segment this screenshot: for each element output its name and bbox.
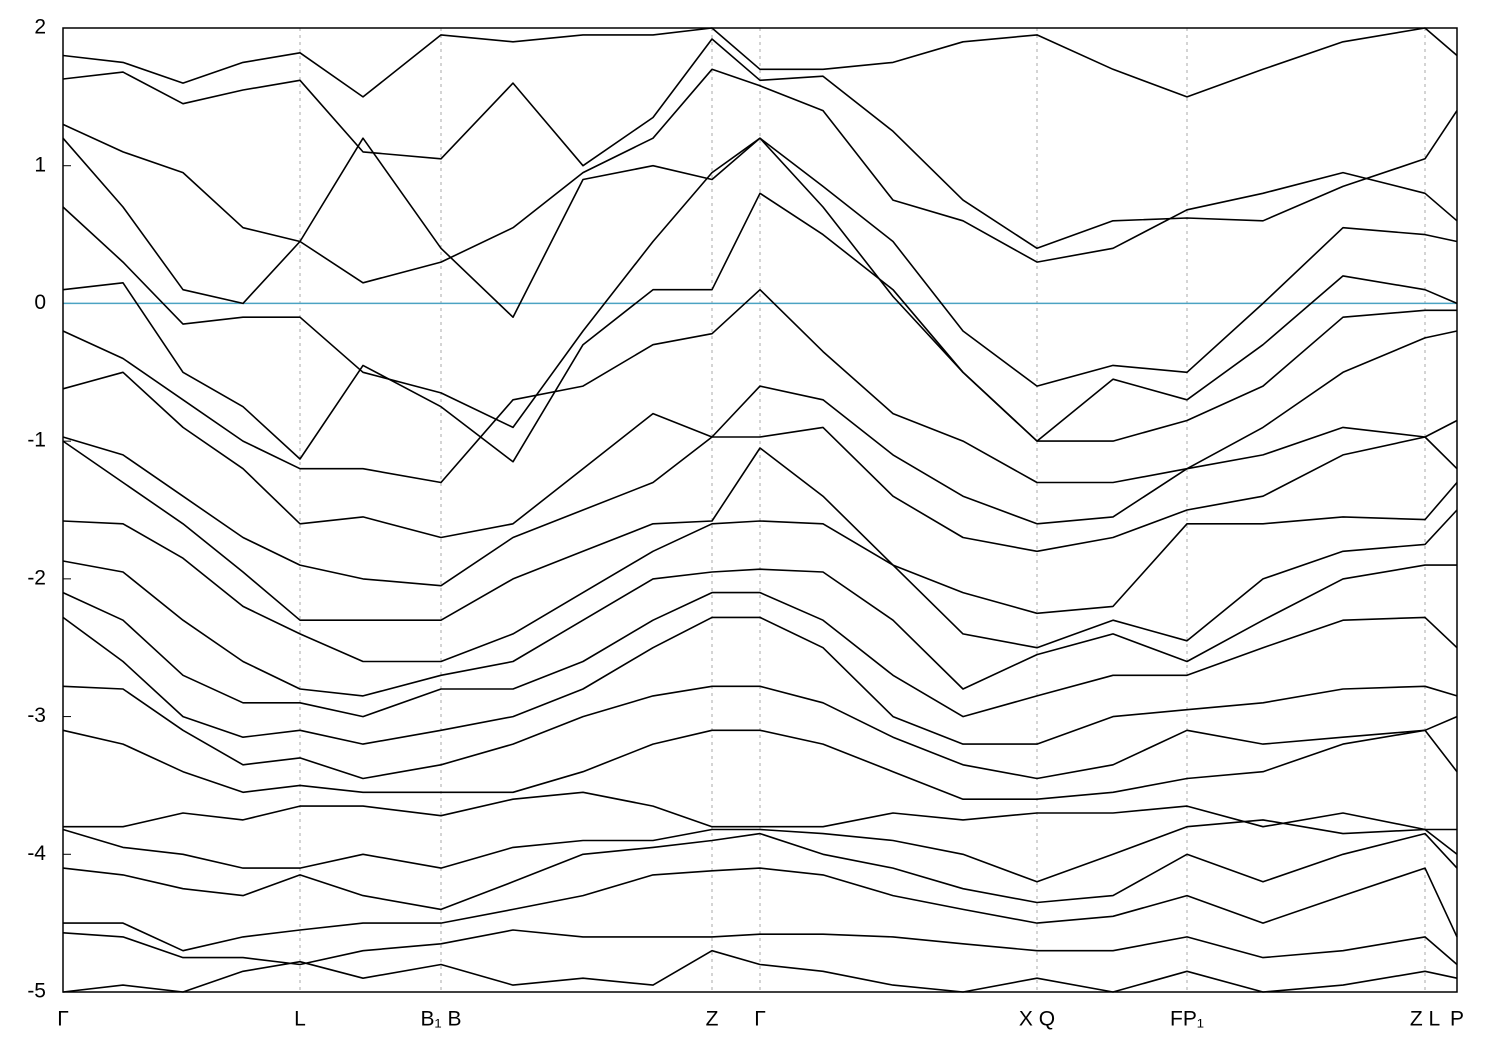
band-line bbox=[63, 867, 1458, 952]
x-tick-label: B₁ B bbox=[421, 1008, 462, 1031]
band-line bbox=[62, 929, 1458, 966]
labels: -5 -4 -3 -2 -1 0 1 2 Γ L B₁ B Z Γ X Q FP₁ Z L P bbox=[27, 16, 1464, 1031]
band-line bbox=[62, 426, 1458, 587]
x-tick-label: L bbox=[294, 1008, 306, 1031]
band-line bbox=[62, 819, 1458, 883]
plot-frame bbox=[62, 27, 1458, 993]
band-line bbox=[62, 288, 1458, 484]
y-tick-label: -3 bbox=[27, 704, 46, 727]
band-line bbox=[62, 560, 1457, 697]
y-tick-label: -4 bbox=[27, 842, 46, 865]
band-line bbox=[62, 616, 1458, 745]
y-tick-label: -5 bbox=[27, 980, 46, 1003]
band-line bbox=[62, 729, 1458, 800]
band-line bbox=[62, 509, 1458, 663]
band-line bbox=[62, 27, 1458, 98]
band-line bbox=[62, 371, 1458, 539]
y-tick-label: -2 bbox=[27, 566, 46, 589]
band-line bbox=[62, 591, 1458, 718]
band-line bbox=[62, 685, 1458, 780]
y-tick-label: 1 bbox=[34, 153, 46, 176]
x-tick-label: P bbox=[1450, 1008, 1464, 1031]
x-tick-label: Z bbox=[706, 1008, 719, 1031]
x-tick-label: Γ bbox=[57, 1008, 69, 1031]
band-line bbox=[62, 440, 1458, 621]
band-line bbox=[62, 137, 1458, 387]
y-tick-label: -1 bbox=[27, 429, 46, 452]
x-tick-label: X Q bbox=[1019, 1008, 1055, 1031]
band-line bbox=[62, 832, 1458, 911]
x-tick-label: FP₁ bbox=[1170, 1008, 1204, 1031]
band-line bbox=[62, 949, 1458, 993]
band-line bbox=[62, 38, 1458, 250]
band-line bbox=[62, 68, 1458, 284]
x-tick-label: Z L bbox=[1410, 1008, 1440, 1031]
bands bbox=[62, 27, 1458, 993]
y-tick-label: 0 bbox=[34, 291, 46, 314]
band-line bbox=[63, 791, 1457, 831]
x-tick-label: Γ bbox=[754, 1008, 766, 1031]
band-line bbox=[62, 192, 1457, 463]
y-tick-label: 2 bbox=[34, 16, 46, 39]
band-line bbox=[62, 137, 1458, 442]
